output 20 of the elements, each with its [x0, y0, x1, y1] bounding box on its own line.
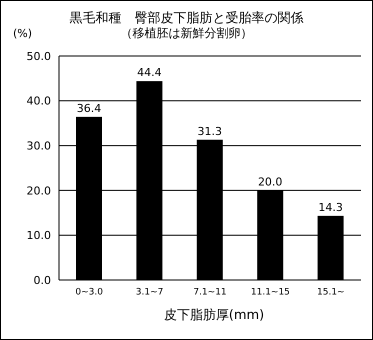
data-label: 44.4 [137, 66, 162, 80]
y-tick-label: 10.0 [26, 229, 51, 242]
x-tick-label: 3.1~7 [136, 287, 164, 298]
data-label: 36.4 [76, 102, 102, 115]
y-tick-label: 30.0 [26, 140, 51, 153]
chart-title: 黒毛和種 臀部皮下脂肪と受胎率の関係 [68, 10, 304, 27]
x-tick-label: 15.1~ [317, 287, 345, 298]
y-tick-label: 0.0 [34, 274, 51, 287]
x-axis-title: 皮下脂肪厚(mm) [162, 307, 266, 324]
data-label: 20.0 [258, 175, 282, 188]
y-tick-label: 40.0 [26, 94, 51, 108]
chart-subtitle: （移植胚は新鮮分割卵） [120, 26, 252, 40]
x-tick-label: 0~3.0 [75, 287, 104, 298]
y-axis-title: (%) [13, 27, 32, 40]
x-tick-label: 11.1~15 [250, 287, 290, 298]
y-tick-label: 20.0 [26, 184, 51, 198]
data-label: 14.3 [318, 200, 343, 214]
data-label: 31.3 [198, 124, 222, 138]
x-tick-label: 7.1~11 [193, 287, 227, 298]
y-tick-label: 50.0 [26, 50, 51, 63]
